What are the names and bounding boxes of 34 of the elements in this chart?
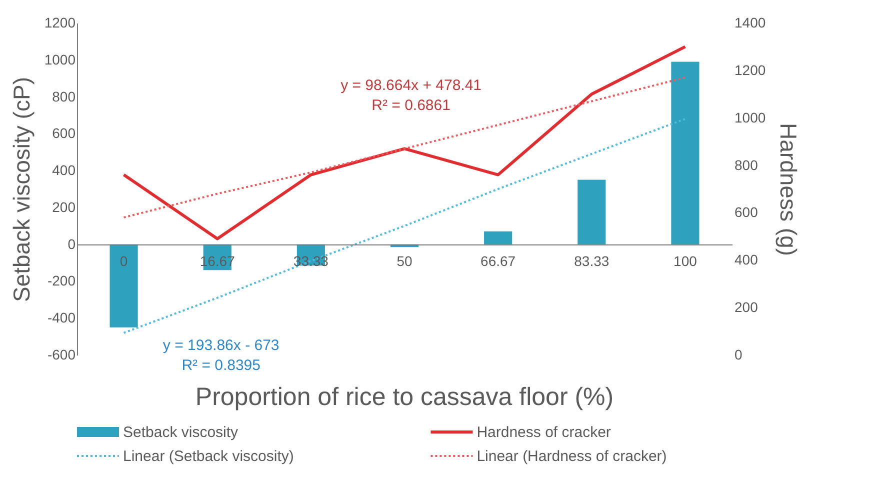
x-tick-label: 66.67: [480, 252, 516, 269]
y2-tick-label: 400: [734, 252, 758, 268]
y-axis-title: Setback viscosity (cP): [8, 77, 34, 302]
legend-label: Setback viscosity: [123, 424, 239, 441]
x-axis-title: Proportion of rice to cassava floor (%): [195, 383, 614, 411]
legend-label: Hardness of cracker: [476, 424, 611, 441]
annotation: y = 193.86x - 673: [162, 337, 280, 354]
y-tick-label: 1000: [44, 51, 76, 68]
x-tick-label: 50: [396, 252, 412, 269]
y-tick-label: 400: [52, 162, 76, 178]
y2-axis-title: Hardness (g): [776, 123, 802, 256]
annotation: y = 98.664x + 478.41: [340, 77, 482, 94]
y2-tick-label: 800: [734, 156, 758, 173]
legend-label: Linear (Hardness of cracker): [476, 448, 667, 465]
x-tick-label: 0: [120, 252, 128, 269]
y2-tick-label: 1000: [734, 109, 766, 126]
y-tick-label: -200: [47, 272, 76, 289]
y-tick-label: 800: [52, 88, 76, 104]
x-tick-label: 83.33: [574, 252, 610, 269]
y-tick-label: -600: [47, 346, 76, 362]
y2-tick-label: 200: [734, 299, 758, 316]
y-tick-label: 600: [52, 125, 76, 142]
y-tick-label: 0: [68, 236, 76, 252]
y2-tick-label: 1400: [734, 14, 766, 30]
text: R² = 0.8395: [182, 357, 261, 374]
y-tick-label: -400: [47, 310, 76, 326]
annotation: R² = 0.6861: [372, 97, 450, 114]
y2-tick-label: 1200: [734, 62, 766, 78]
x-tick-label: 100: [674, 252, 698, 269]
y-tick-label: 200: [52, 198, 76, 215]
y2-tick-label: 0: [734, 346, 742, 362]
y-tick-label: 1200: [44, 14, 76, 30]
y2-tick-label: 600: [734, 204, 758, 220]
legend-label: Linear (Setback viscosity): [123, 448, 294, 465]
